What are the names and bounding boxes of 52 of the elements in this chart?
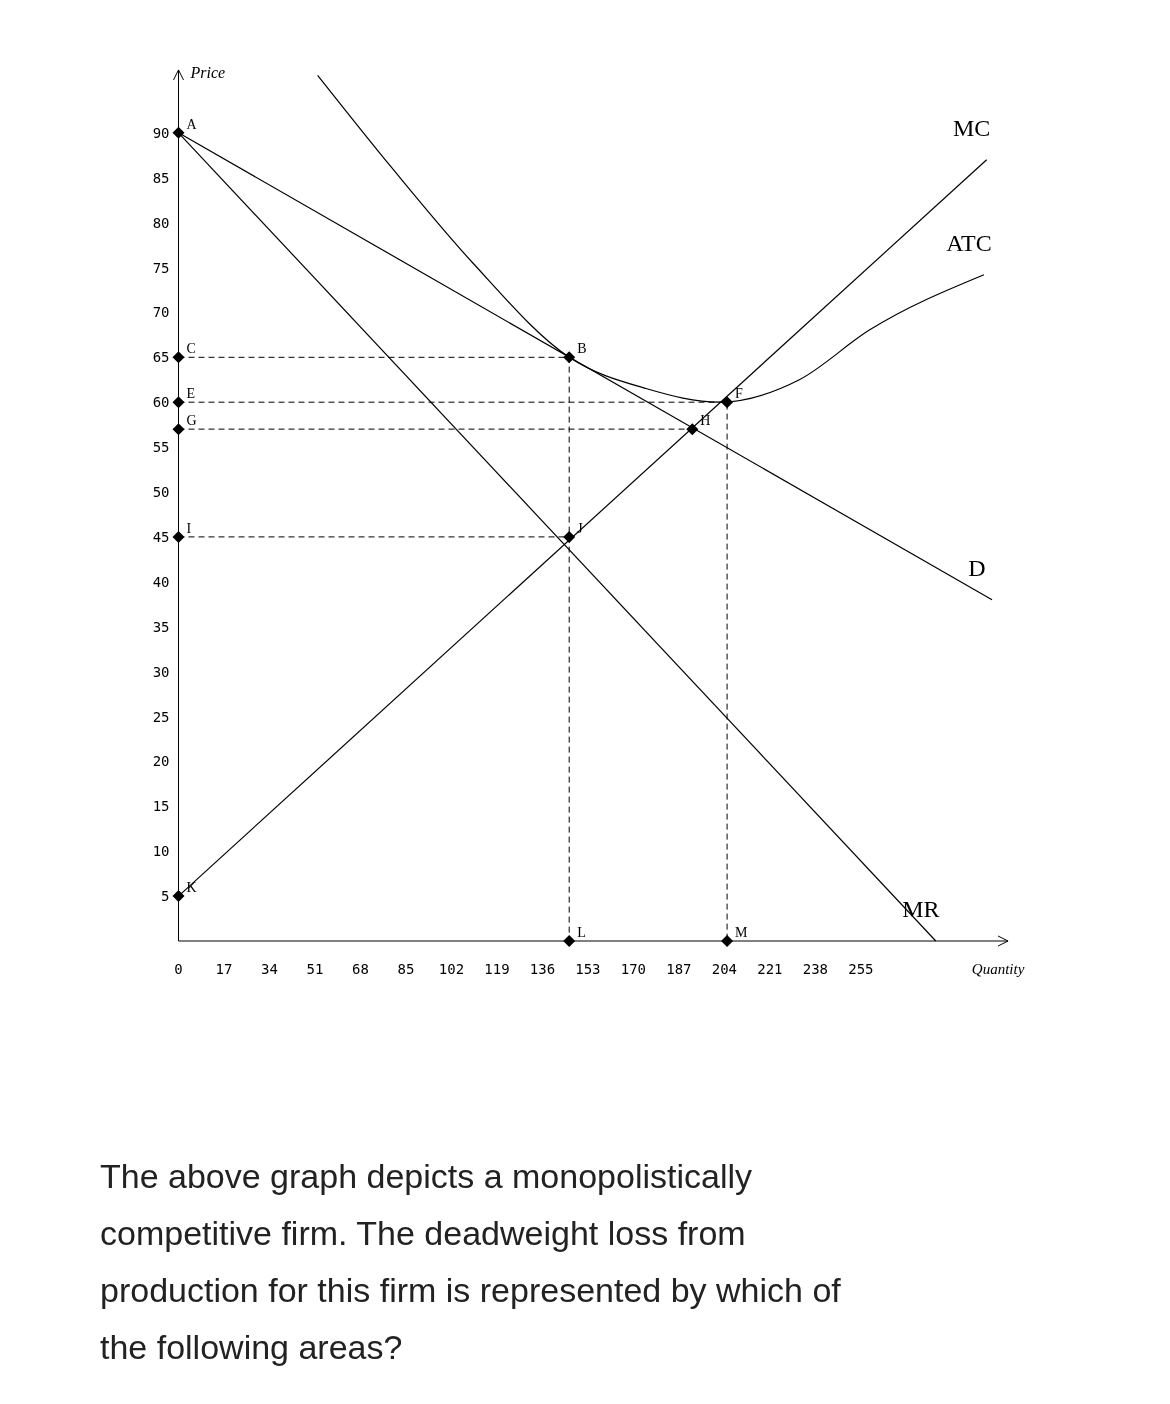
text: The above graph depicts a monopolistically competitive firm. The deadweight loss from production for this firm is represented by which of the following areas? [100,1157,842,1366]
annotation: C [186,341,196,357]
y-tick-label: 60 [152,394,170,411]
y-tick-label: 5 [161,888,170,905]
y-tick-label: 70 [152,304,170,321]
y-tick-label: 50 [152,484,170,500]
x-tick-label: 85 [397,961,415,977]
y-tick-label: 90 [152,124,170,141]
x-axis-title: Quantity [971,961,1025,977]
annotation: K [186,880,197,896]
series-label: MC [952,114,991,141]
y-tick-label: 20 [152,753,170,770]
y-tick-label: 25 [152,708,170,725]
y-tick-label: 85 [152,169,170,186]
y-tick-label: 75 [152,259,170,276]
annotation: F [735,386,744,402]
annotation: L [577,925,586,940]
y-tick-label: 40 [152,573,170,590]
x-tick-label: 204 [711,961,738,977]
x-tick-label: 68 [352,961,369,977]
x-tick-label: 153 [575,961,601,977]
y-tick-label: 10 [152,843,170,860]
annotation: I [186,520,192,536]
x-tick-label: 170 [620,961,647,977]
annotation: E [186,386,196,402]
series-label: D [968,554,986,581]
x-tick-label: 51 [306,961,324,977]
x-tick-label: 238 [802,961,829,977]
x-tick-label: 34 [261,961,278,977]
annotation: A [186,116,198,132]
series-label: MR [902,896,940,922]
x-tick-label: 0 [174,961,183,977]
annotation: B [577,341,587,357]
x-tick-label: 17 [215,961,233,977]
series-label: ATC [946,229,992,256]
y-tick-label: 65 [152,349,170,366]
y-tick-label: 55 [152,439,170,456]
y-tick-label: 80 [152,214,170,231]
x-tick-label: 187 [666,961,692,977]
y-tick-label: 15 [152,798,170,815]
annotation: M [735,925,749,940]
x-tick-label: 119 [484,961,510,977]
x-tick-label: 221 [757,961,783,977]
annotation: G [186,413,197,429]
y-tick-label: 35 [152,618,170,635]
y-tick-label: 30 [152,663,170,680]
annotation: H [700,413,711,429]
y-tick-label: 45 [152,528,170,545]
x-tick-label: 255 [848,961,874,977]
y-axis-title: Price [189,63,226,81]
x-tick-label: 136 [529,961,556,977]
x-tick-label: 102 [438,961,465,977]
